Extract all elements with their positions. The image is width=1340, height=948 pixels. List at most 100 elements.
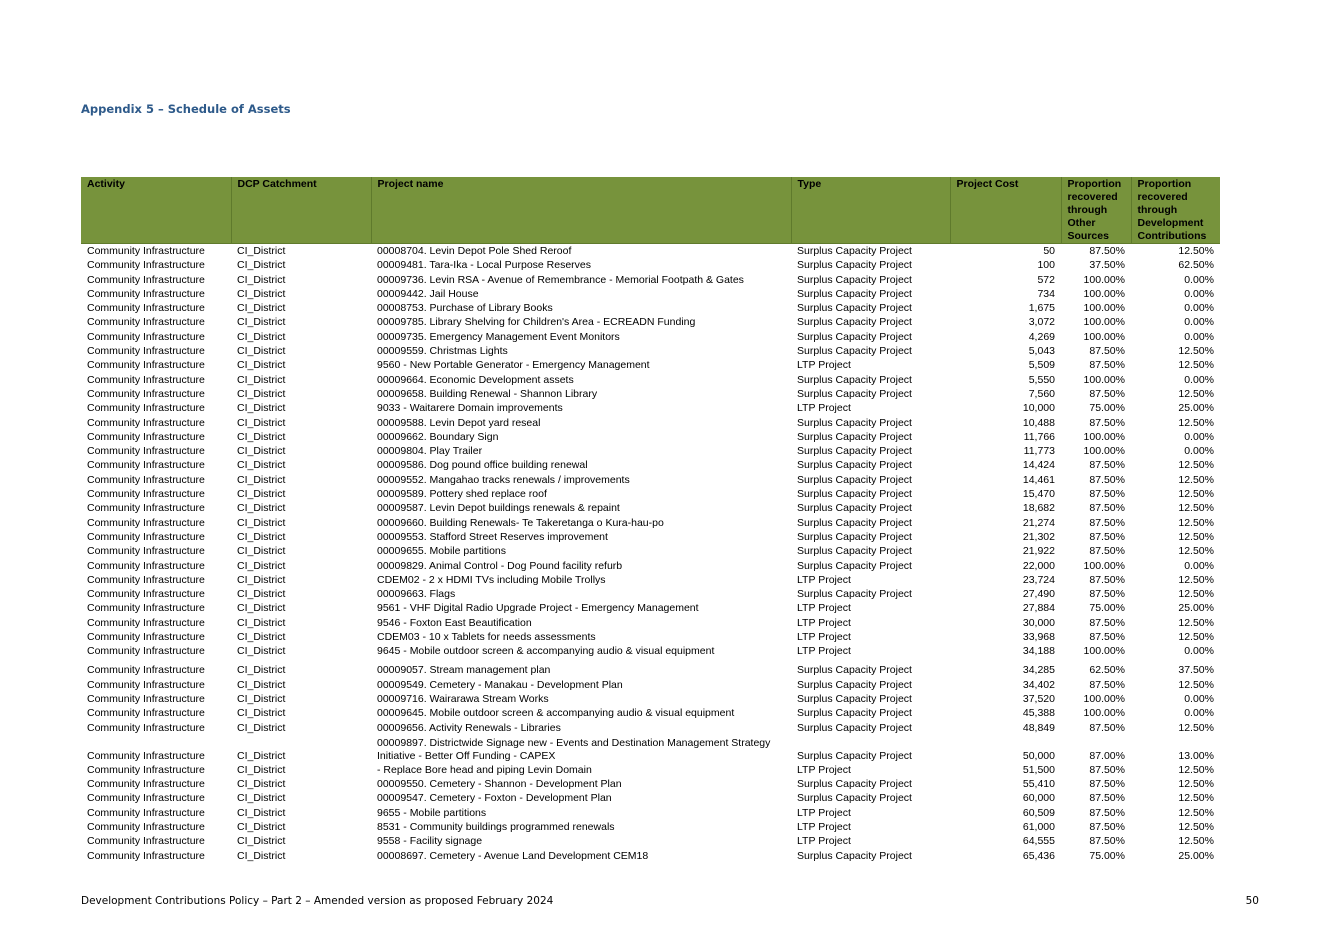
activity-cell: Community Infrastructure	[87, 359, 205, 372]
activity-cell: Community Infrastructure	[87, 516, 205, 529]
catchment-cell: CI_District	[237, 416, 286, 429]
project-name-cell: 8531 - Community buildings programmed re…	[377, 820, 615, 833]
dev-contrib-cell: 13.00%	[1178, 749, 1214, 762]
activity-cell: Community Infrastructure	[87, 373, 205, 386]
project-name-cell: CDEM03 - 10 x Tablets for needs assessme…	[377, 631, 596, 644]
dev-contrib-cell: 12.50%	[1178, 763, 1214, 776]
project-name-cell: 00009735. Emergency Management Event Mon…	[377, 330, 620, 343]
other-sources-cell: 87.50%	[1089, 516, 1125, 529]
project-name-cell: 9561 - VHF Digital Radio Upgrade Project…	[377, 602, 699, 615]
table-row: Community Infrastructure CI_District 9561 …	[81, 601, 1220, 615]
activity-cell: Community Infrastructure	[87, 792, 205, 805]
catchment-cell: CI_District	[237, 749, 286, 762]
type-cell: Surplus Capacity Project	[797, 316, 912, 329]
table-row: Community Infrastructure CI_District 00009…	[81, 791, 1220, 805]
other-sources-cell: 87.50%	[1089, 530, 1125, 543]
type-cell: Surplus Capacity Project	[797, 387, 912, 400]
table-row: Community Infrastructure CI_District 9558 …	[81, 834, 1220, 848]
dev-contrib-cell: 0.00%	[1184, 316, 1214, 329]
type-cell: Surplus Capacity Project	[797, 416, 912, 429]
table-row: Community Infrastructure CI_District 00009…	[81, 472, 1220, 486]
other-sources-cell: 100.00%	[1083, 645, 1125, 658]
project-name-cell: 00009658. Building Renewal - Shannon Lib…	[377, 387, 598, 400]
dev-contrib-cell: 12.50%	[1178, 459, 1214, 472]
project-cost-cell: 21,922	[1022, 545, 1055, 558]
project-name-cell: 00009588. Levin Depot yard reseal	[377, 416, 541, 429]
catchment-cell: CI_District	[237, 588, 286, 601]
catchment-cell: CI_District	[237, 473, 286, 486]
other-sources-cell: 87.50%	[1089, 573, 1125, 586]
activity-cell: Community Infrastructure	[87, 692, 205, 705]
table-row: Community Infrastructure CI_District 00008…	[81, 848, 1220, 862]
activity-cell: Community Infrastructure	[87, 245, 205, 257]
page-number: 50	[1245, 895, 1259, 907]
type-cell: Surplus Capacity Project	[797, 530, 912, 543]
other-sources-cell: 100.00%	[1083, 707, 1125, 720]
project-name-cell: 00009660. Building Renewals- Te Takereta…	[377, 516, 664, 529]
catchment-cell: CI_District	[237, 678, 286, 691]
project-cost-cell: 14,424	[1022, 459, 1055, 472]
table-row: Community Infrastructure CI_District 00009…	[81, 315, 1220, 329]
dev-contrib-cell: 12.50%	[1178, 545, 1214, 558]
project-cost-cell: 34,402	[1022, 678, 1055, 691]
header-project-name: Project name	[371, 177, 792, 244]
activity-cell: Community Infrastructure	[87, 545, 205, 558]
type-cell: Surplus Capacity Project	[797, 778, 912, 791]
activity-cell: Community Infrastructure	[87, 573, 205, 586]
other-sources-cell: 87.50%	[1089, 502, 1125, 515]
activity-cell: Community Infrastructure	[87, 707, 205, 720]
type-cell: Surplus Capacity Project	[797, 792, 912, 805]
table-row: Community Infrastructure CI_District 00009…	[81, 587, 1220, 601]
activity-cell: Community Infrastructure	[87, 645, 205, 658]
project-name-cell: 00009481. Tara-Ika - Local Purpose Reser…	[377, 259, 592, 272]
type-cell: LTP Project	[797, 631, 851, 644]
project-cost-cell: 7,560	[1028, 387, 1055, 400]
dev-contrib-cell: 12.50%	[1178, 820, 1214, 833]
project-name-cell: 00009804. Play Trailer	[377, 445, 483, 458]
header-proportion-development-contributions: Proportion recovered through Development…	[1131, 177, 1220, 244]
other-sources-cell: 87.50%	[1089, 806, 1125, 819]
project-name-cell: 9655 - Mobile partitions	[377, 806, 487, 819]
project-cost-cell: 21,274	[1022, 516, 1055, 529]
catchment-cell: CI_District	[237, 602, 286, 615]
dev-contrib-cell: 12.50%	[1178, 245, 1214, 257]
other-sources-cell: 87.50%	[1089, 820, 1125, 833]
other-sources-cell: 75.00%	[1089, 602, 1125, 615]
activity-cell: Community Infrastructure	[87, 502, 205, 515]
other-sources-cell: 87.50%	[1089, 359, 1125, 372]
project-cost-cell: 60,000	[1022, 792, 1055, 805]
type-cell: LTP Project	[797, 602, 851, 615]
header-activity: Activity	[81, 177, 232, 244]
dev-contrib-cell: 0.00%	[1184, 302, 1214, 315]
project-cost-cell: 21,302	[1022, 530, 1055, 543]
type-cell: Surplus Capacity Project	[797, 345, 912, 358]
other-sources-cell: 87.50%	[1089, 545, 1125, 558]
catchment-cell: CI_District	[237, 330, 286, 343]
type-cell: Surplus Capacity Project	[797, 516, 912, 529]
catchment-cell: CI_District	[237, 692, 286, 705]
activity-cell: Community Infrastructure	[87, 302, 205, 315]
activity-cell: Community Infrastructure	[87, 316, 205, 329]
type-cell: Surplus Capacity Project	[797, 559, 912, 572]
table-row: Community Infrastructure CI_District CDEM0…	[81, 630, 1220, 644]
project-name-cell: 00009586. Dog pound office building rene…	[377, 459, 588, 472]
activity-cell: Community Infrastructure	[87, 588, 205, 601]
other-sources-cell: 87.50%	[1089, 678, 1125, 691]
other-sources-cell: 87.50%	[1089, 416, 1125, 429]
dev-contrib-cell: 12.50%	[1178, 345, 1214, 358]
type-cell: LTP Project	[797, 616, 851, 629]
project-cost-cell: 45,388	[1022, 707, 1055, 720]
activity-cell: Community Infrastructure	[87, 721, 205, 734]
catchment-cell: CI_District	[237, 345, 286, 358]
table-row: Community Infrastructure CI_District 00009…	[81, 329, 1220, 343]
project-name-cell: 9560 - New Portable Generator - Emergenc…	[377, 359, 650, 372]
project-name-cell: 00009897. Districtwide Signage new - Eve…	[377, 736, 771, 762]
type-cell: Surplus Capacity Project	[797, 678, 912, 691]
type-cell: Surplus Capacity Project	[797, 488, 912, 501]
activity-cell: Community Infrastructure	[87, 287, 205, 300]
project-name-cell: - Replace Bore head and piping Levin Dom…	[377, 763, 592, 776]
type-cell: Surplus Capacity Project	[797, 721, 912, 734]
type-cell: Surplus Capacity Project	[797, 445, 912, 458]
dev-contrib-cell: 0.00%	[1184, 430, 1214, 443]
dev-contrib-cell: 12.50%	[1178, 631, 1214, 644]
